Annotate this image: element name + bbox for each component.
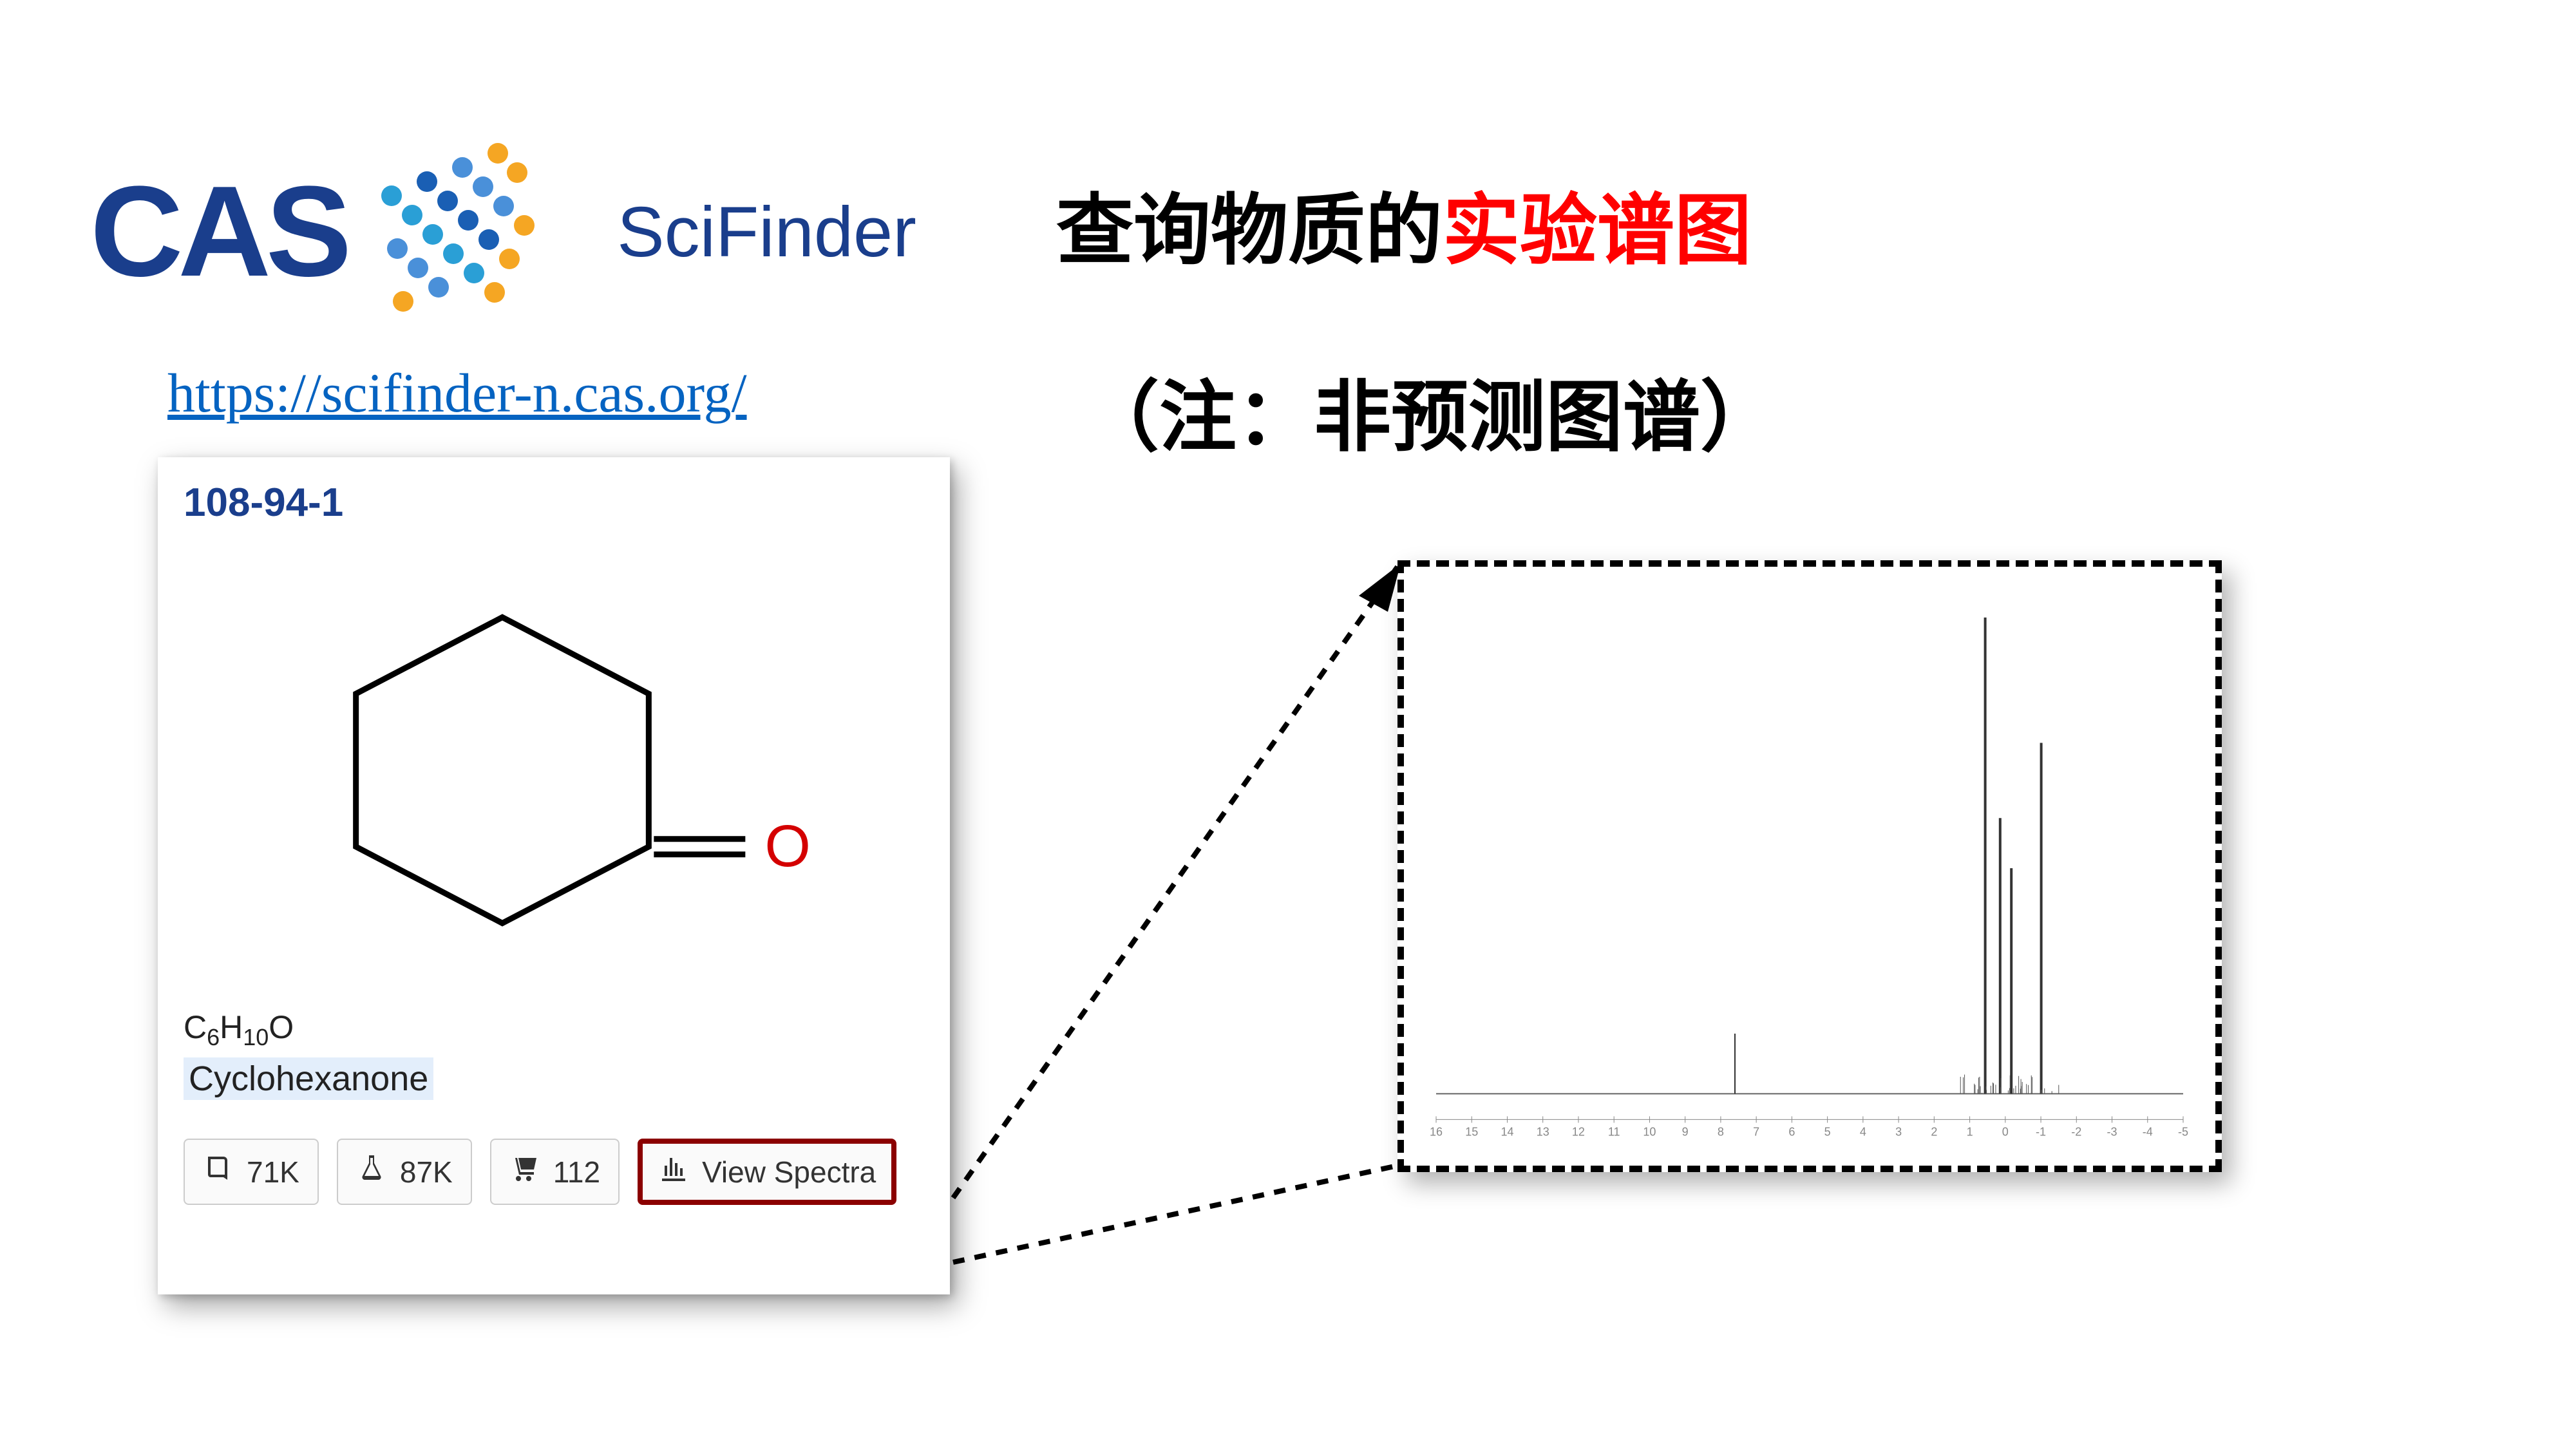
svg-text:-5: -5 [2178, 1125, 2188, 1138]
cart-icon [509, 1153, 540, 1191]
title-note: （注：非预测图谱） [1082, 354, 1777, 466]
title-prefix: 查询物质的 [1056, 187, 1443, 274]
structure-diagram: O [184, 538, 924, 1002]
reactions-button[interactable]: 87K [337, 1139, 472, 1205]
svg-text:6: 6 [1788, 1125, 1795, 1138]
spectra-icon [658, 1153, 689, 1191]
svg-text:-1: -1 [2036, 1125, 2046, 1138]
flask-icon [356, 1153, 387, 1191]
svg-text:O: O [764, 813, 811, 879]
molecular-formula: C6H10O [184, 1009, 924, 1051]
cas-number-link[interactable]: 108-94-1 [184, 480, 924, 526]
svg-text:11: 11 [1608, 1125, 1620, 1138]
svg-text:4: 4 [1860, 1125, 1866, 1138]
button-label: 87K [400, 1155, 453, 1189]
button-label: 71K [247, 1155, 299, 1189]
svg-text:1: 1 [1967, 1125, 1973, 1138]
suppliers-button[interactable]: 112 [490, 1139, 620, 1205]
svg-text:3: 3 [1895, 1125, 1902, 1138]
svg-text:5: 5 [1824, 1125, 1831, 1138]
svg-text:-3: -3 [2107, 1125, 2117, 1138]
button-label: 112 [553, 1155, 600, 1189]
svg-text:16: 16 [1430, 1125, 1443, 1138]
substance-card: 108-94-1 O C6H10O Cyclohexanone 71K 87K 11… [158, 457, 950, 1294]
book-icon [203, 1153, 234, 1191]
svg-text:-4: -4 [2143, 1125, 2153, 1138]
svg-text:13: 13 [1537, 1125, 1549, 1138]
svg-text:7: 7 [1753, 1125, 1759, 1138]
view-spectra-button[interactable]: View Spectra [638, 1139, 896, 1205]
svg-text:9: 9 [1682, 1125, 1689, 1138]
compound-name[interactable]: Cyclohexanone [184, 1057, 433, 1100]
cas-logo: CAS SciFinder [90, 142, 916, 322]
svg-text:2: 2 [1931, 1125, 1937, 1138]
svg-text:15: 15 [1465, 1125, 1478, 1138]
svg-text:-2: -2 [2071, 1125, 2081, 1138]
cas-logo-text: CAS [90, 158, 346, 306]
svg-text:0: 0 [2002, 1125, 2009, 1138]
page-title: 查询物质的实验谱图 [1056, 167, 1752, 279]
cas-dots-icon [372, 142, 546, 322]
svg-text:12: 12 [1572, 1125, 1585, 1138]
svg-text:14: 14 [1501, 1125, 1513, 1138]
button-label: View Spectra [702, 1155, 876, 1189]
scifinder-label: SciFinder [617, 191, 916, 273]
substance-button-row: 71K 87K 112 View Spectra [184, 1139, 924, 1205]
references-button[interactable]: 71K [184, 1139, 319, 1205]
svg-text:8: 8 [1718, 1125, 1724, 1138]
title-highlight: 实验谱图 [1443, 187, 1752, 274]
scifinder-url-link[interactable]: https://scifinder-n.cas.org/ [167, 361, 747, 425]
spectrum-preview: 161514131211109876543210-1-2-3-4-5 [1397, 560, 2222, 1172]
svg-text:10: 10 [1643, 1125, 1656, 1138]
